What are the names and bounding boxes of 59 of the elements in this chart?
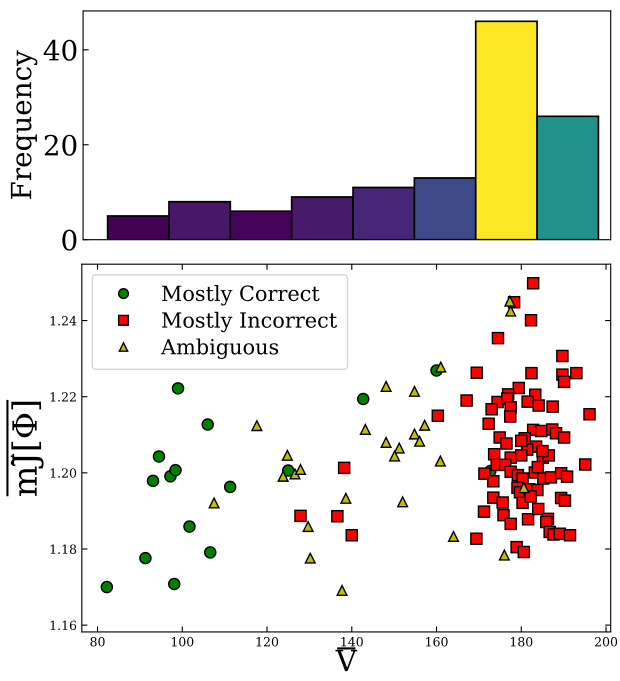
point bbox=[251, 420, 262, 432]
y-tick-label: 1.20 bbox=[50, 468, 76, 478]
x-tick-label: 160 bbox=[426, 637, 448, 647]
y-tick-label: 1.24 bbox=[50, 316, 76, 326]
x-tick-label: 120 bbox=[256, 637, 278, 647]
point bbox=[360, 424, 371, 435]
point bbox=[389, 450, 400, 462]
x-tick-label: 100 bbox=[172, 637, 194, 647]
point bbox=[294, 464, 306, 475]
point bbox=[100, 580, 114, 594]
point bbox=[408, 428, 420, 440]
legend-label: Ambiguous bbox=[160, 338, 278, 359]
point bbox=[172, 382, 184, 395]
point bbox=[302, 520, 314, 532]
point bbox=[434, 455, 446, 467]
x-tick-label: 80 bbox=[90, 637, 105, 647]
y-tick-label: 40 bbox=[44, 40, 76, 61]
point bbox=[518, 482, 530, 494]
point bbox=[498, 550, 510, 561]
point bbox=[414, 436, 426, 447]
y-tick-label: 20 bbox=[44, 134, 76, 156]
y-axis-title: mJ̃[Φ] bbox=[10, 402, 44, 496]
point bbox=[282, 450, 293, 461]
point bbox=[419, 420, 430, 431]
point bbox=[208, 497, 220, 508]
point bbox=[380, 380, 392, 392]
point bbox=[504, 296, 516, 307]
y-tick-label: 1.16 bbox=[50, 620, 76, 630]
point bbox=[394, 442, 405, 454]
point bbox=[304, 552, 316, 564]
point bbox=[340, 492, 352, 504]
y-tick-label: 1.22 bbox=[50, 392, 76, 402]
legend-label: Mostly Correct bbox=[162, 285, 320, 306]
point bbox=[139, 552, 152, 564]
point bbox=[169, 464, 182, 476]
point bbox=[204, 546, 216, 559]
y-axis-title: Frequency bbox=[10, 50, 38, 199]
point bbox=[408, 386, 420, 397]
y-tick-label: 0 bbox=[62, 230, 76, 251]
point bbox=[146, 474, 160, 488]
point bbox=[152, 450, 166, 463]
point bbox=[505, 305, 516, 317]
point bbox=[435, 361, 446, 373]
point bbox=[201, 418, 214, 431]
x-axis-title: V bbox=[335, 650, 358, 672]
point bbox=[278, 470, 289, 482]
point bbox=[168, 578, 180, 590]
legend-label: Mostly Incorrect bbox=[162, 312, 337, 332]
y-tick-label: 1.18 bbox=[50, 544, 76, 554]
x-tick-label: 180 bbox=[510, 637, 532, 647]
point bbox=[448, 530, 460, 542]
point bbox=[336, 584, 348, 596]
point bbox=[356, 392, 370, 406]
point bbox=[397, 496, 408, 508]
x-tick-label: 140 bbox=[341, 637, 363, 647]
point bbox=[183, 520, 196, 533]
point bbox=[224, 480, 236, 494]
point bbox=[380, 436, 392, 448]
x-tick-label: 200 bbox=[594, 637, 618, 647]
